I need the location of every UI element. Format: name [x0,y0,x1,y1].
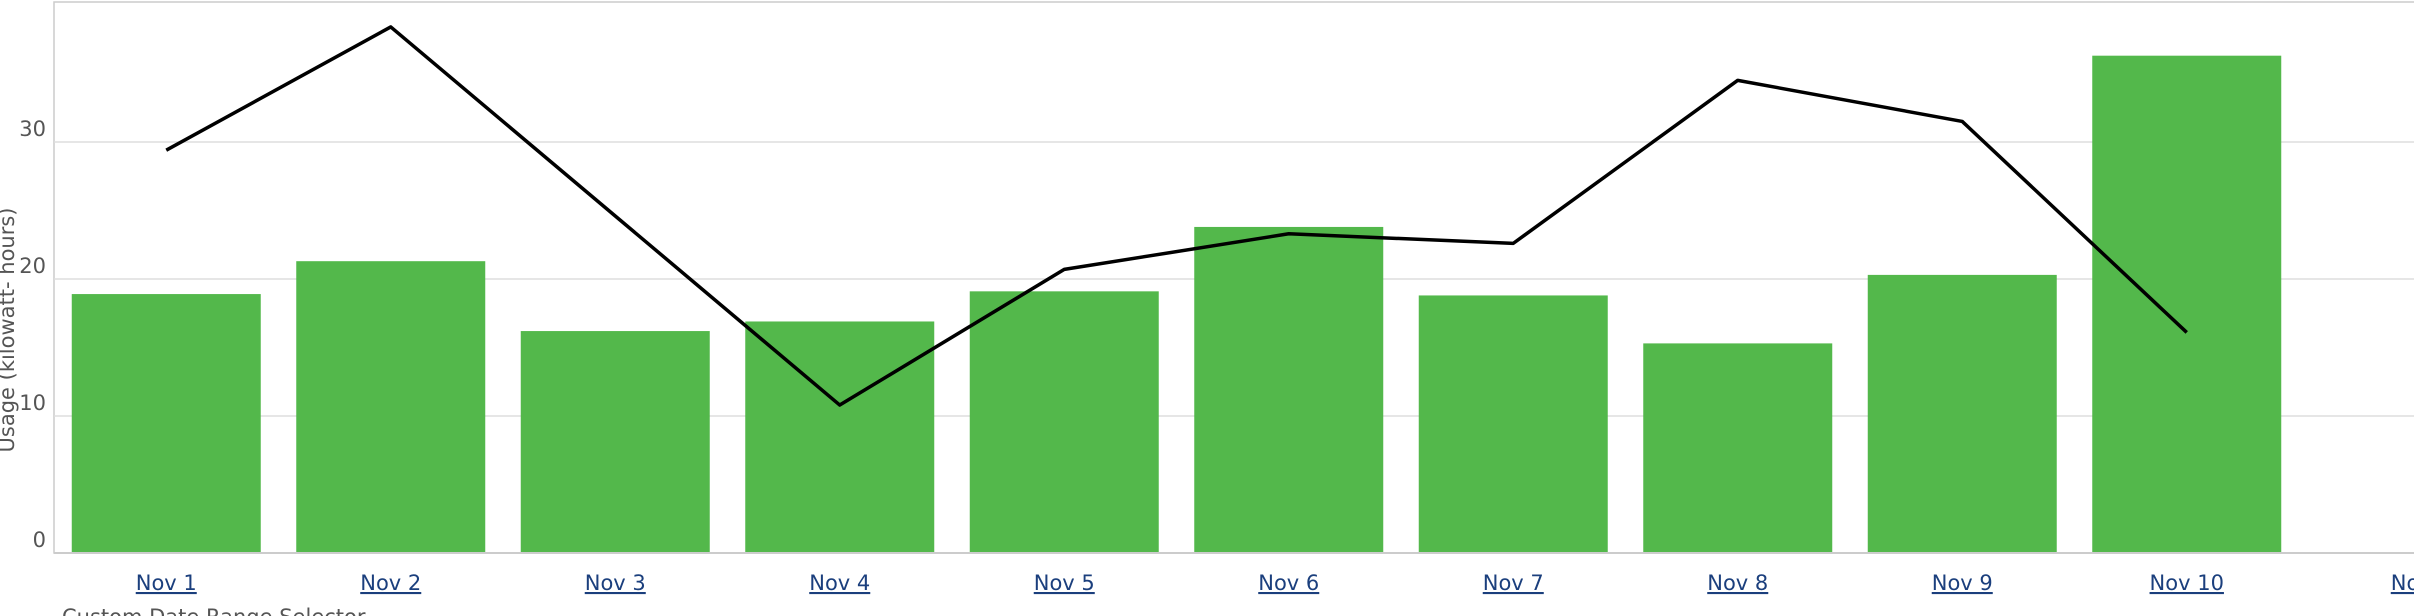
x-tick-label[interactable]: Nov [2391,571,2414,595]
bar [1643,343,1833,553]
bar [520,331,710,553]
y-tick-label: 0 [33,528,46,552]
x-tick-label[interactable]: Nov 9 [1932,571,1993,595]
footer: Custom Date Range Selector [62,605,366,616]
x-tick-label[interactable]: Nov 3 [585,571,646,595]
y-tick-label: 30 [19,117,46,141]
bar [296,261,486,553]
bar [71,294,261,553]
y-axis-label: Usage (kilowatt- hours) [0,208,19,453]
bar [1194,226,1384,553]
x-tick-label[interactable]: Nov 10 [2150,571,2224,595]
x-tick-label[interactable]: Nov 1 [136,571,197,595]
bar [2092,55,2282,553]
x-tick-label[interactable]: Nov 8 [1707,571,1768,595]
x-tick-label[interactable]: Nov 2 [360,571,421,595]
bar [1418,295,1608,553]
bar [969,291,1159,553]
x-tick-label[interactable]: Nov 5 [1034,571,1095,595]
x-tick-label[interactable]: Nov 4 [809,571,870,595]
x-tick-label[interactable]: Nov 6 [1258,571,1319,595]
y-tick-label: 10 [19,391,46,415]
bar [745,321,935,553]
bar [1867,274,2057,553]
x-tick-label[interactable]: Nov 7 [1483,571,1544,595]
y-tick-label: 20 [19,254,46,278]
line [165,25,2188,407]
